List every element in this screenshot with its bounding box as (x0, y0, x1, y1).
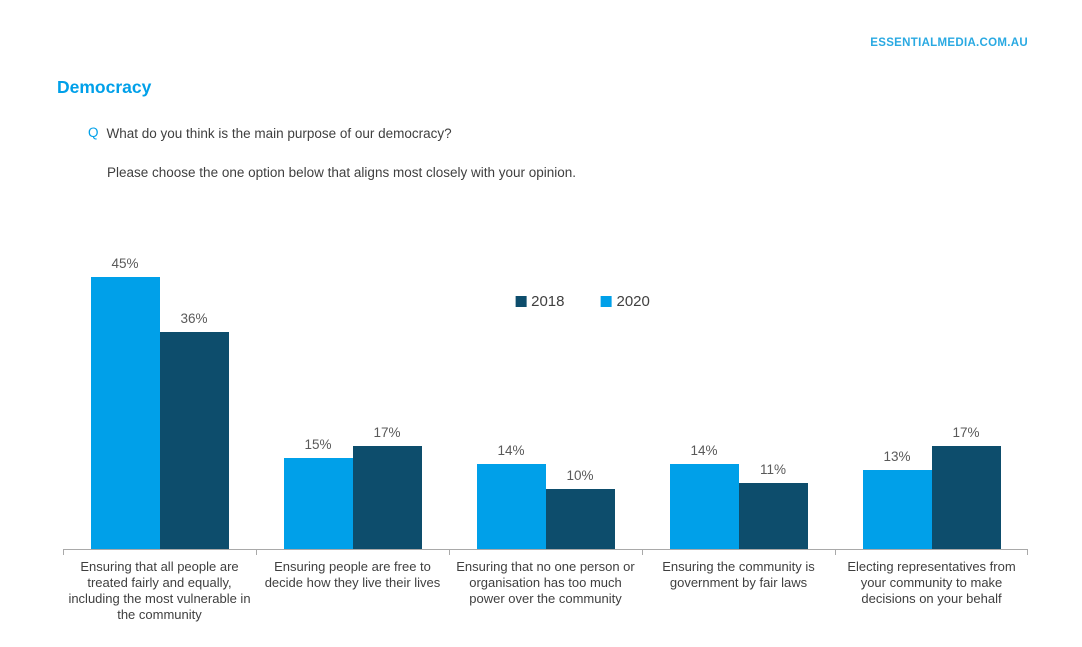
axis-tick (1027, 549, 1028, 555)
bar-2018 (738, 483, 808, 549)
bar-wrap-2020: 45% (90, 256, 160, 549)
bar-wrap-2020: 13% (862, 449, 932, 549)
bar-wrap-2018: 10% (545, 468, 615, 549)
bar-value-label: 15% (304, 437, 332, 452)
chart-legend: 2018 2020 (515, 293, 650, 310)
bar-value-label: 36% (180, 311, 208, 326)
bar-value-label: 14% (690, 443, 718, 458)
category-group: 45% 36% (63, 256, 256, 549)
bar-2020 (90, 277, 160, 549)
question-instruction: Please choose the one option below that … (107, 165, 577, 180)
bar-2020 (862, 470, 932, 549)
bar-value-label: 14% (497, 443, 525, 458)
legend-item-2018: 2018 (515, 293, 565, 310)
bar-value-label: 17% (952, 425, 980, 440)
site-link: ESSENTIALMEDIA.COM.AU (870, 37, 1028, 49)
bar-2020 (283, 458, 353, 549)
category-label: Ensuring people are free to decide how t… (264, 559, 441, 590)
axis-tick (449, 549, 450, 555)
bar-2018 (545, 489, 615, 549)
question-block: Q What do you think is the main purpose o… (88, 125, 576, 180)
bar-wrap-2018: 17% (931, 425, 1001, 549)
page-title: Democracy (57, 77, 152, 97)
bar-2020 (669, 464, 739, 549)
bar-2020 (476, 464, 546, 549)
bar-wrap-2020: 14% (669, 443, 739, 549)
category-group: 15% 17% (256, 425, 449, 549)
category-group: 14% 10% (449, 443, 642, 549)
category-group: 14% 11% (642, 443, 835, 549)
bar-wrap-2020: 14% (476, 443, 546, 549)
bar-wrap-2018: 11% (738, 462, 808, 549)
bar-value-label: 10% (566, 468, 594, 483)
bar-wrap-2018: 36% (159, 311, 229, 549)
bar-2018 (931, 446, 1001, 549)
legend-label: 2020 (616, 293, 650, 310)
category-label: Ensuring that all people are treated fai… (68, 559, 251, 622)
category-labels-row: Ensuring that all people are treated fai… (63, 559, 1028, 623)
legend-swatch-icon (515, 296, 527, 307)
axis-tick (63, 549, 64, 555)
category-label: Ensuring that no one person or organisat… (456, 559, 635, 606)
axis-tick (835, 549, 836, 555)
bar-chart: 2018 2020 45% 36% 15% 17% 14% 10% 14% 11% 13% 17% … (63, 249, 1028, 623)
bar-wrap-2020: 15% (283, 437, 353, 549)
axis-tick (642, 549, 643, 555)
bars-row: 45% 36% 15% 17% 14% 10% 14% 11% 13% 17% (63, 249, 1028, 549)
legend-label: 2018 (531, 293, 565, 310)
question-text: What do you think is the main purpose of… (106, 126, 452, 141)
bar-value-label: 17% (373, 425, 401, 440)
bar-value-label: 13% (883, 449, 911, 464)
category-group: 13% 17% (835, 425, 1028, 549)
bar-2018 (159, 332, 229, 549)
category-label: Electing representatives from your commu… (847, 559, 1016, 606)
legend-item-2020: 2020 (600, 293, 650, 310)
bar-value-label: 11% (759, 462, 787, 477)
bar-value-label: 45% (111, 256, 139, 271)
chart-plot-area: 2018 2020 45% 36% 15% 17% 14% 10% 14% 11% 13% 17% (63, 249, 1028, 549)
legend-swatch-icon (600, 296, 612, 307)
bar-wrap-2018: 17% (352, 425, 422, 549)
x-axis-line (63, 549, 1028, 555)
bar-2018 (352, 446, 422, 549)
axis-tick (256, 549, 257, 555)
category-label: Ensuring the community is government by … (662, 559, 815, 590)
question-marker: Q (88, 125, 99, 140)
